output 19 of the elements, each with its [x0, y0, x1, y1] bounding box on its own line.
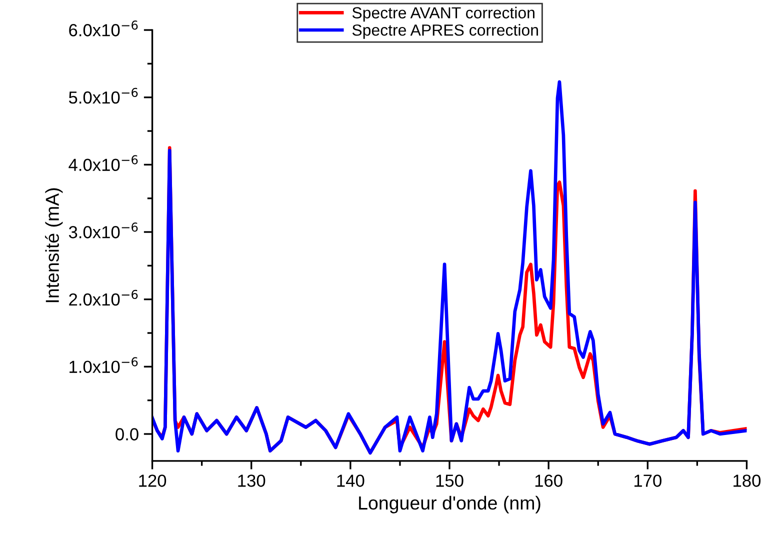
x-tick-label: 120 — [139, 474, 166, 487]
y-tick-label: 0.0 — [116, 428, 138, 440]
line-series — [152, 80, 747, 455]
y-tick-label: 3.0x10$^{−6}$ — [68, 222, 138, 238]
y-tick-label: 1.0x10$^{−6}$ — [70, 357, 138, 373]
x-tick-label: 150 — [436, 474, 464, 487]
legend-label: Spectre APRES correction — [352, 24, 538, 39]
x-tick-label: 140 — [337, 474, 364, 487]
y-tick-label: 5.0x10$^{−6}$ — [68, 88, 138, 104]
x-tick-label: 180 — [734, 474, 761, 487]
x-axis-title: Longueur d'onde (nm) — [359, 496, 540, 514]
x-tick-label: 170 — [634, 474, 662, 487]
x-tick-label: 130 — [238, 474, 266, 487]
y-axis-title: Intensité (mA) — [45, 188, 63, 302]
y-tick-label: 6.0x10$^{−6}$ — [69, 20, 138, 36]
y-tick-label: 4.0x10$^{−6}$ — [68, 155, 138, 172]
x-tick-label: 160 — [535, 474, 562, 487]
y-tick-label: 2.0x10$^{−6}$ — [69, 290, 138, 306]
legend-label: Spectre AVANT correction — [352, 6, 534, 22]
